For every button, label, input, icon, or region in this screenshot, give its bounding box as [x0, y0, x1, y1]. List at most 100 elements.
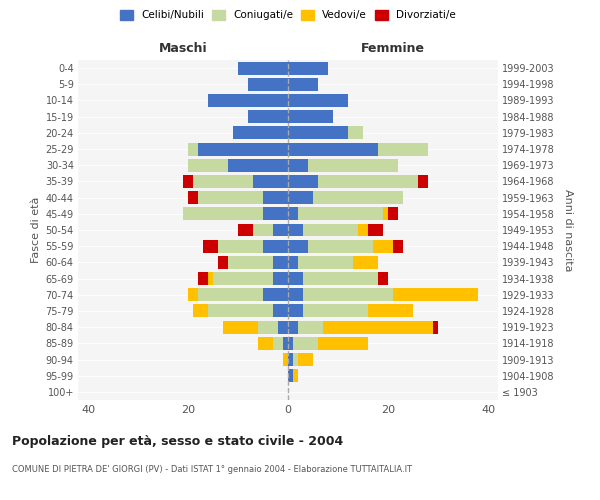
Bar — [288, 256, 298, 269]
Bar — [298, 320, 323, 334]
Bar — [383, 208, 388, 220]
Bar — [288, 78, 318, 91]
Bar — [348, 126, 363, 140]
Bar — [208, 94, 288, 107]
Bar — [203, 240, 218, 252]
Bar — [273, 304, 288, 318]
Bar — [288, 337, 293, 350]
Bar — [253, 224, 273, 236]
Bar — [263, 288, 288, 301]
Text: Maschi: Maschi — [158, 42, 208, 55]
Bar — [193, 175, 253, 188]
Bar — [188, 142, 198, 156]
Bar — [433, 320, 438, 334]
Bar — [318, 337, 368, 350]
Bar — [293, 353, 298, 366]
Bar — [308, 159, 398, 172]
Bar — [263, 191, 288, 204]
Bar — [378, 142, 428, 156]
Bar — [198, 272, 208, 285]
Bar — [308, 240, 373, 252]
Bar — [288, 159, 308, 172]
Bar — [418, 175, 428, 188]
Bar — [218, 256, 228, 269]
Bar — [288, 224, 303, 236]
Bar — [393, 288, 478, 301]
Bar — [198, 191, 263, 204]
Bar — [218, 240, 263, 252]
Bar — [373, 240, 393, 252]
Bar — [303, 288, 393, 301]
Bar — [298, 256, 353, 269]
Bar — [273, 224, 288, 236]
Bar — [288, 240, 308, 252]
Bar — [288, 175, 318, 188]
Bar — [293, 369, 298, 382]
Bar — [233, 126, 288, 140]
Bar — [288, 110, 333, 123]
Bar — [183, 208, 263, 220]
Bar — [393, 240, 403, 252]
Bar — [288, 208, 298, 220]
Bar — [303, 224, 358, 236]
Bar — [188, 159, 228, 172]
Legend: Celibi/Nubili, Coniugati/e, Vedovi/e, Divorziati/e: Celibi/Nubili, Coniugati/e, Vedovi/e, Di… — [120, 10, 456, 20]
Bar — [273, 272, 288, 285]
Bar — [283, 353, 288, 366]
Bar — [313, 191, 403, 204]
Bar — [238, 224, 253, 236]
Bar — [288, 94, 348, 107]
Bar — [273, 256, 288, 269]
Bar — [323, 320, 433, 334]
Bar — [253, 175, 288, 188]
Bar — [288, 320, 298, 334]
Bar — [288, 62, 328, 74]
Y-axis label: Fasce di età: Fasce di età — [31, 197, 41, 263]
Bar — [213, 272, 273, 285]
Bar — [283, 337, 288, 350]
Bar — [228, 256, 273, 269]
Bar — [303, 304, 368, 318]
Bar — [223, 320, 258, 334]
Text: Popolazione per età, sesso e stato civile - 2004: Popolazione per età, sesso e stato civil… — [12, 435, 343, 448]
Bar — [208, 304, 273, 318]
Bar — [303, 272, 378, 285]
Bar — [238, 62, 288, 74]
Bar — [288, 272, 303, 285]
Bar — [263, 208, 288, 220]
Bar — [298, 353, 313, 366]
Text: Femmine: Femmine — [361, 42, 425, 55]
Bar — [288, 191, 313, 204]
Bar — [388, 208, 398, 220]
Bar — [198, 142, 288, 156]
Bar — [288, 369, 293, 382]
Bar — [248, 110, 288, 123]
Bar — [288, 142, 378, 156]
Bar — [288, 288, 303, 301]
Bar — [368, 224, 383, 236]
Bar — [273, 337, 283, 350]
Bar — [193, 304, 208, 318]
Bar — [198, 288, 263, 301]
Bar — [188, 191, 198, 204]
Bar — [208, 272, 213, 285]
Bar — [288, 353, 293, 366]
Bar — [288, 304, 303, 318]
Bar — [278, 320, 288, 334]
Bar — [288, 126, 348, 140]
Bar — [248, 78, 288, 91]
Bar — [298, 208, 383, 220]
Bar — [368, 304, 413, 318]
Y-axis label: Anni di nascita: Anni di nascita — [563, 188, 573, 271]
Bar — [378, 272, 388, 285]
Bar — [228, 159, 288, 172]
Text: COMUNE DI PIETRA DE' GIORGI (PV) - Dati ISTAT 1° gennaio 2004 - Elaborazione TUT: COMUNE DI PIETRA DE' GIORGI (PV) - Dati … — [12, 465, 412, 474]
Bar — [318, 175, 418, 188]
Bar — [353, 256, 378, 269]
Bar — [188, 288, 198, 301]
Bar — [263, 240, 288, 252]
Bar — [258, 337, 273, 350]
Bar — [293, 337, 318, 350]
Bar — [258, 320, 278, 334]
Bar — [358, 224, 368, 236]
